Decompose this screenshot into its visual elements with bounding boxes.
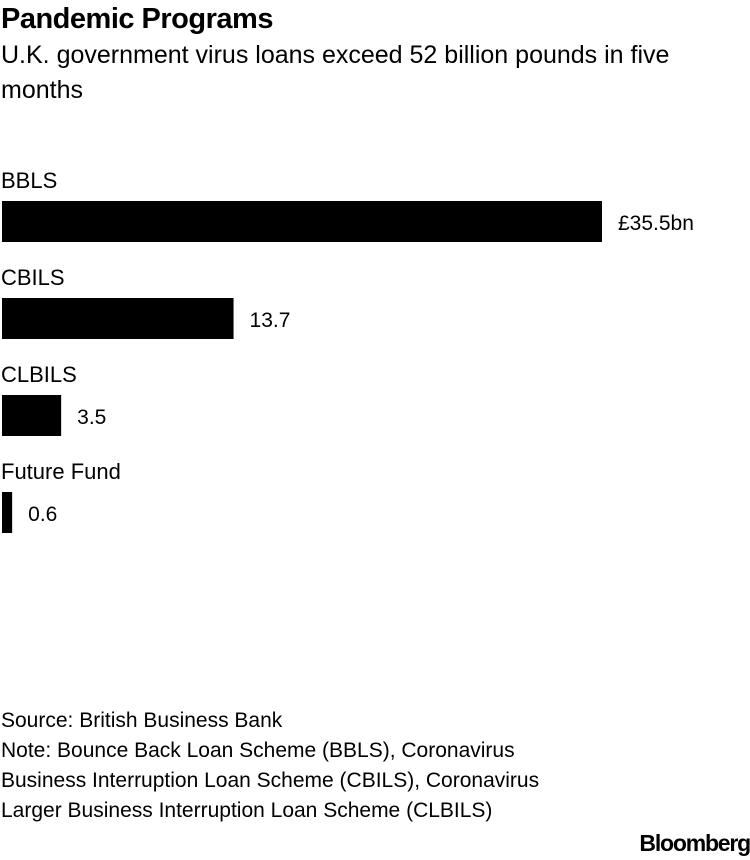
value-label-cbils: 13.7 bbox=[250, 309, 291, 332]
bloomberg-logo: Bloomberg bbox=[639, 830, 750, 856]
bar-cbils bbox=[2, 298, 234, 339]
bar-bbls bbox=[2, 201, 602, 242]
source-note: Source: British Business Bank bbox=[1, 709, 283, 732]
footnote: Note: Bounce Back Loan Scheme (BBLS), Co… bbox=[1, 739, 540, 822]
value-label-clbils: 3.5 bbox=[77, 406, 106, 429]
category-label-future-fund: Future Fund bbox=[1, 459, 121, 484]
category-label-bbls: BBLS bbox=[1, 168, 57, 193]
category-label-clbils: CLBILS bbox=[1, 362, 77, 387]
bar-clbils bbox=[2, 395, 62, 436]
value-label-future-fund: 0.6 bbox=[28, 503, 57, 526]
chart-title: Pandemic Programs bbox=[1, 3, 273, 35]
value-label-bbls: £35.5bn bbox=[618, 212, 694, 235]
category-label-cbils: CBILS bbox=[1, 265, 65, 290]
chart-subtitle: U.K. government virus loans exceed 52 bi… bbox=[1, 41, 670, 104]
bar-future-fund bbox=[2, 492, 13, 533]
